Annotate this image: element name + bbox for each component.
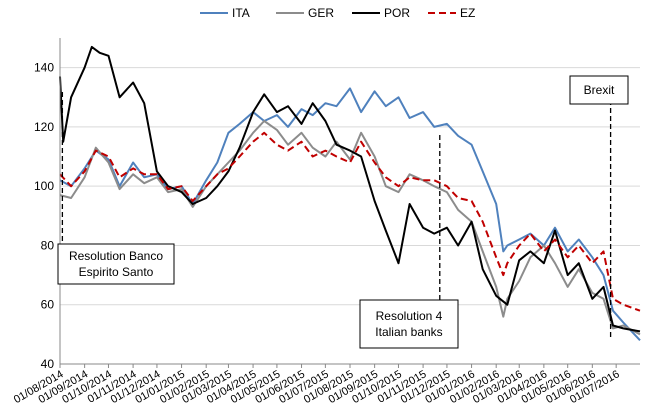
annotation-label: Brexit	[584, 83, 615, 97]
annotations: Resolution Banco Espirito Santo Resolution…	[57, 75, 629, 349]
series-layer	[59, 45, 641, 341]
annotation-label: Italian banks	[375, 325, 442, 339]
annotation-label: Resolution 4	[376, 309, 443, 323]
y-tick-label: 100	[34, 179, 54, 193]
annotation-box	[359, 299, 459, 349]
annotation-label: Espirito Santo	[79, 265, 154, 279]
series-line-ez	[59, 131, 641, 312]
chart-legend: ITA GER POR EZ	[200, 6, 475, 20]
series-line-ger	[59, 120, 641, 336]
legend-label-por: POR	[384, 6, 410, 20]
series-line-por	[59, 45, 641, 333]
y-tick-label: 80	[41, 238, 55, 252]
y-tick-label: 40	[41, 357, 55, 371]
legend-label-ger: GER	[308, 6, 334, 20]
legend-label-ez: EZ	[460, 6, 475, 20]
axes: 40608010012014001/08/201401/09/201401/10…	[12, 38, 640, 406]
legend-label-ita: ITA	[232, 6, 250, 20]
annotation-box	[569, 75, 629, 105]
annotation-label: Resolution Banco	[69, 249, 163, 263]
series-line-ita	[59, 87, 641, 341]
y-tick-label: 60	[41, 298, 55, 312]
y-tick-label: 120	[34, 120, 54, 134]
y-tick-label: 140	[34, 61, 54, 75]
annotation-box	[57, 243, 175, 285]
